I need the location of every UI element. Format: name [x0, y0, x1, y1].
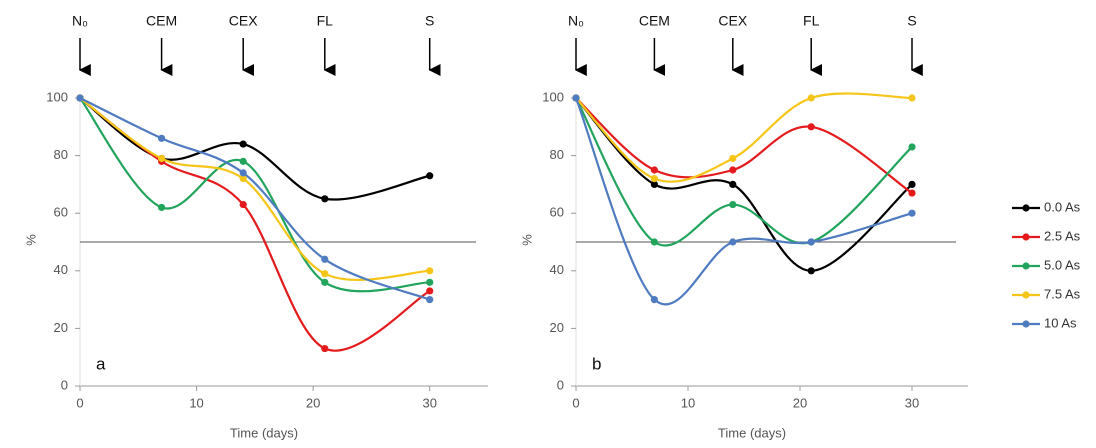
data-point — [729, 200, 737, 209]
data-point — [239, 200, 247, 209]
data-point — [908, 189, 916, 197]
y-tick-label: 100 — [542, 89, 564, 104]
data-point — [239, 157, 247, 165]
legend-marker — [1022, 291, 1030, 299]
data-point — [650, 175, 659, 183]
data-point — [239, 140, 247, 148]
y-tick-label: 0 — [557, 377, 564, 392]
data-point — [426, 278, 434, 286]
data-point — [426, 267, 434, 275]
x-tick-label: 30 — [905, 395, 919, 410]
series-line — [575, 97, 913, 247]
y-tick-label: 40 — [550, 262, 564, 277]
data-point — [321, 255, 329, 263]
y-tick-label: 40 — [54, 262, 68, 277]
data-point — [426, 172, 434, 180]
data-point — [321, 278, 329, 286]
data-point — [239, 175, 247, 183]
y-tick-label: 0 — [61, 377, 68, 392]
x-tick-label: 10 — [681, 395, 695, 410]
legend-marker — [1022, 262, 1030, 270]
series-line — [575, 97, 913, 272]
legend-label: 7.5 As — [1044, 286, 1081, 301]
data-point — [729, 238, 737, 246]
data-point — [908, 94, 916, 102]
y-tick-label: 60 — [54, 205, 68, 220]
data-point — [729, 180, 737, 188]
x-tick-label: 0 — [76, 395, 83, 410]
data-point — [807, 267, 815, 275]
data-point — [239, 169, 247, 177]
x-tick-label: 10 — [189, 395, 203, 410]
y-tick-label: 100 — [46, 89, 68, 104]
stage-label: FL — [803, 13, 820, 29]
data-point — [158, 203, 166, 212]
data-point — [908, 180, 916, 188]
stage-label: CEM — [146, 13, 177, 29]
data-point — [321, 344, 329, 353]
stage-label: S — [425, 13, 434, 29]
data-point — [321, 195, 329, 203]
panel-label: a — [96, 354, 106, 373]
data-point — [807, 94, 815, 102]
data-point — [650, 166, 659, 174]
series-line — [79, 97, 431, 301]
data-point — [650, 238, 659, 246]
data-point — [729, 154, 737, 163]
data-point — [807, 123, 815, 131]
data-point — [158, 134, 166, 142]
data-point — [908, 143, 916, 151]
y-tick-label: 60 — [550, 205, 564, 220]
x-tick-label: 20 — [306, 395, 320, 410]
x-axis-label: Time (days) — [230, 425, 298, 440]
data-point — [76, 94, 84, 102]
y-tick-label: 80 — [550, 147, 564, 162]
legend-marker — [1022, 204, 1030, 212]
data-point — [158, 154, 166, 163]
legend-marker — [1022, 233, 1030, 241]
data-point — [426, 287, 434, 295]
legend-label: 10 As — [1044, 315, 1077, 330]
stage-label: CEM — [639, 13, 670, 29]
x-tick-label: 0 — [572, 395, 579, 410]
stage-label: N₀ — [568, 13, 584, 29]
y-axis-label: % — [23, 234, 38, 246]
y-tick-label: 20 — [54, 320, 68, 335]
y-tick-label: 20 — [550, 320, 564, 335]
series-line — [575, 97, 913, 194]
x-tick-label: 30 — [422, 395, 436, 410]
stage-label: S — [907, 13, 916, 29]
data-point — [426, 296, 434, 304]
stage-label: FL — [317, 13, 334, 29]
series-line — [79, 97, 431, 352]
legend-label: 0.0 As — [1044, 199, 1081, 214]
x-tick-label: 20 — [793, 395, 807, 410]
legend-marker — [1022, 320, 1030, 328]
legend-label: 2.5 As — [1044, 228, 1081, 243]
stage-label: CEX — [718, 13, 747, 29]
series-line — [79, 97, 430, 293]
data-point — [908, 209, 916, 217]
series-line — [575, 92, 913, 183]
data-point — [572, 94, 580, 102]
data-point — [650, 296, 659, 304]
stage-label: N₀ — [72, 13, 88, 29]
data-point — [650, 180, 659, 188]
data-point — [729, 166, 737, 174]
stage-label: CEX — [229, 13, 258, 29]
panel-label: b — [592, 354, 601, 373]
y-tick-label: 80 — [54, 147, 68, 162]
y-axis-label: % — [519, 234, 534, 246]
data-point — [807, 238, 815, 246]
legend-label: 5.0 As — [1044, 257, 1081, 272]
data-point — [321, 270, 329, 278]
series-line — [574, 97, 913, 306]
x-axis-label: Time (days) — [718, 425, 786, 440]
